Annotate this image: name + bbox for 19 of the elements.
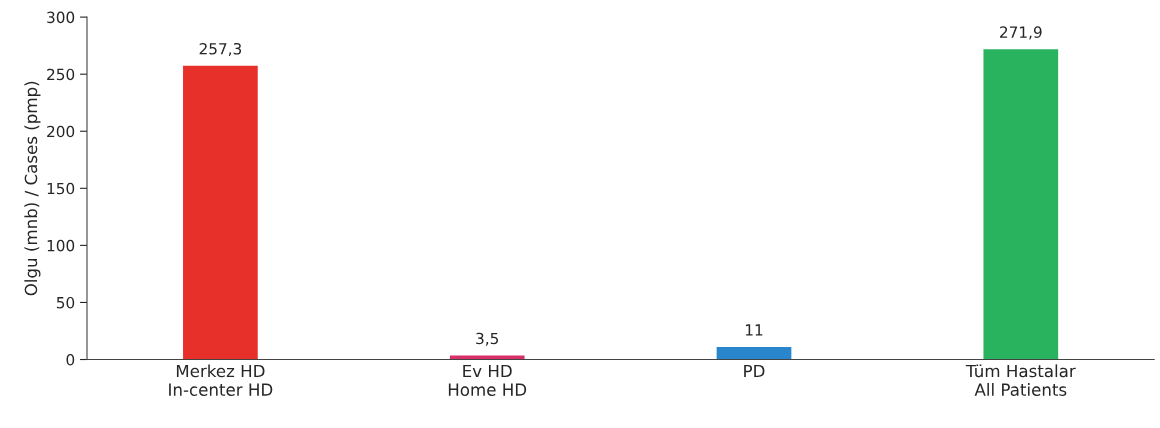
y-tick-label: 100 <box>47 239 75 252</box>
bar <box>183 65 258 360</box>
y-tick-label: 0 <box>66 353 75 366</box>
y-tick-label: 200 <box>47 125 75 138</box>
y-tick-label: 250 <box>47 68 75 81</box>
x-tick-label: Ev HD Home HD <box>448 364 527 396</box>
y-tick-label: 150 <box>47 182 75 195</box>
data-label: 271,9 <box>1000 26 1042 40</box>
data-label: 11 <box>745 324 763 336</box>
data-label: 3,5 <box>476 332 499 346</box>
y-tick-label: 50 <box>56 296 75 309</box>
y-tick-label: 300 <box>47 11 75 24</box>
bar <box>983 49 1059 360</box>
x-tick-label: Merkez HD In-center HD <box>169 364 273 396</box>
x-tick-label: PD <box>744 364 765 378</box>
x-tick-label: Tüm Hastalar All Patients <box>965 364 1076 396</box>
data-label: 257,3 <box>199 43 242 57</box>
y-axis-title: Olgu (mnb) / Cases (pmp) <box>24 81 41 296</box>
bar <box>716 346 792 360</box>
